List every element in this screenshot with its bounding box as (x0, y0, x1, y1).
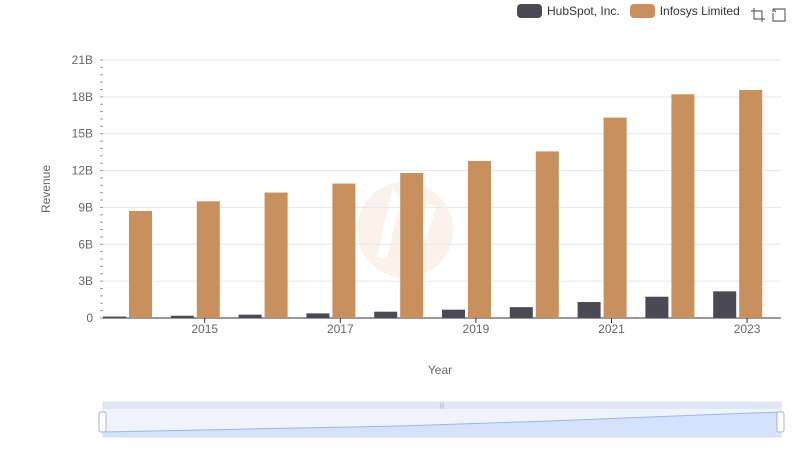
y-tick-label: 12B (72, 164, 93, 178)
bar-infosys-2019[interactable] (468, 160, 491, 318)
zoom-preview-area (103, 412, 781, 437)
bar-infosys-2016[interactable] (264, 192, 288, 318)
y-tick-label: 9B (78, 200, 93, 214)
bar-hubspot-2020[interactable] (509, 307, 533, 318)
legend-label-hubspot: HubSpot, Inc. (547, 4, 620, 18)
legend-item-infosys[interactable]: Infosys Limited (629, 4, 740, 18)
y-tick-label: 3B (78, 274, 93, 288)
zoom-handle-right[interactable] (776, 411, 785, 433)
bar-infosys-2017[interactable] (332, 183, 356, 318)
toolbox (746, 6, 788, 24)
x-axis-label: Year (428, 363, 452, 377)
zoom-handle-left[interactable] (98, 411, 107, 433)
zoom-grip-icon[interactable]: ||| (440, 403, 445, 409)
bar-hubspot-2022[interactable] (645, 296, 669, 318)
legend-label-infosys: Infosys Limited (659, 4, 740, 18)
legend-swatch-hubspot (517, 4, 542, 18)
x-tick-label: 2015 (191, 322, 218, 336)
zoom-top-bar[interactable] (103, 402, 781, 409)
bar-infosys-2021[interactable] (603, 117, 627, 319)
bar-hubspot-2014[interactable] (103, 316, 126, 318)
bar-hubspot-2018[interactable] (374, 311, 398, 318)
restore-icon[interactable] (770, 6, 788, 24)
y-axis-label: Revenue (39, 165, 53, 213)
bar-hubspot-2015[interactable] (170, 315, 194, 318)
bar-infosys-2018[interactable] (400, 173, 424, 318)
x-tick-label: 2019 (463, 322, 490, 336)
bar-infosys-2020[interactable] (535, 151, 559, 318)
data-zoom-slider[interactable]: ||| (98, 401, 785, 438)
bar-infosys-2015[interactable] (196, 201, 220, 318)
zoom-preview-line (102, 411, 782, 433)
y-tick-label: 0 (86, 311, 93, 325)
bar-hubspot-2016[interactable] (238, 314, 262, 318)
y-tick-label: 15B (72, 127, 93, 141)
x-tick-label: 2021 (598, 322, 625, 336)
legend: HubSpot, Inc. Infosys Limited (517, 4, 750, 18)
bar-hubspot-2021[interactable] (577, 302, 601, 318)
legend-item-hubspot[interactable]: HubSpot, Inc. (517, 4, 620, 18)
zoom-icon[interactable] (749, 6, 767, 24)
x-tick-label: 2023 (734, 322, 761, 336)
y-tick-label: 6B (78, 237, 93, 251)
bar-infosys-2014[interactable] (129, 210, 152, 318)
y-tick-label: 18B (72, 90, 93, 104)
x-tick-label: 2017 (327, 322, 354, 336)
y-tick-label: 21B (72, 53, 93, 67)
legend-swatch-infosys (629, 4, 655, 18)
bar-hubspot-2023[interactable] (713, 291, 737, 318)
bar-infosys-2023[interactable] (739, 89, 763, 318)
bar-hubspot-2019[interactable] (442, 309, 465, 318)
bar-hubspot-2017[interactable] (306, 313, 330, 318)
bar-infosys-2022[interactable] (671, 94, 695, 318)
